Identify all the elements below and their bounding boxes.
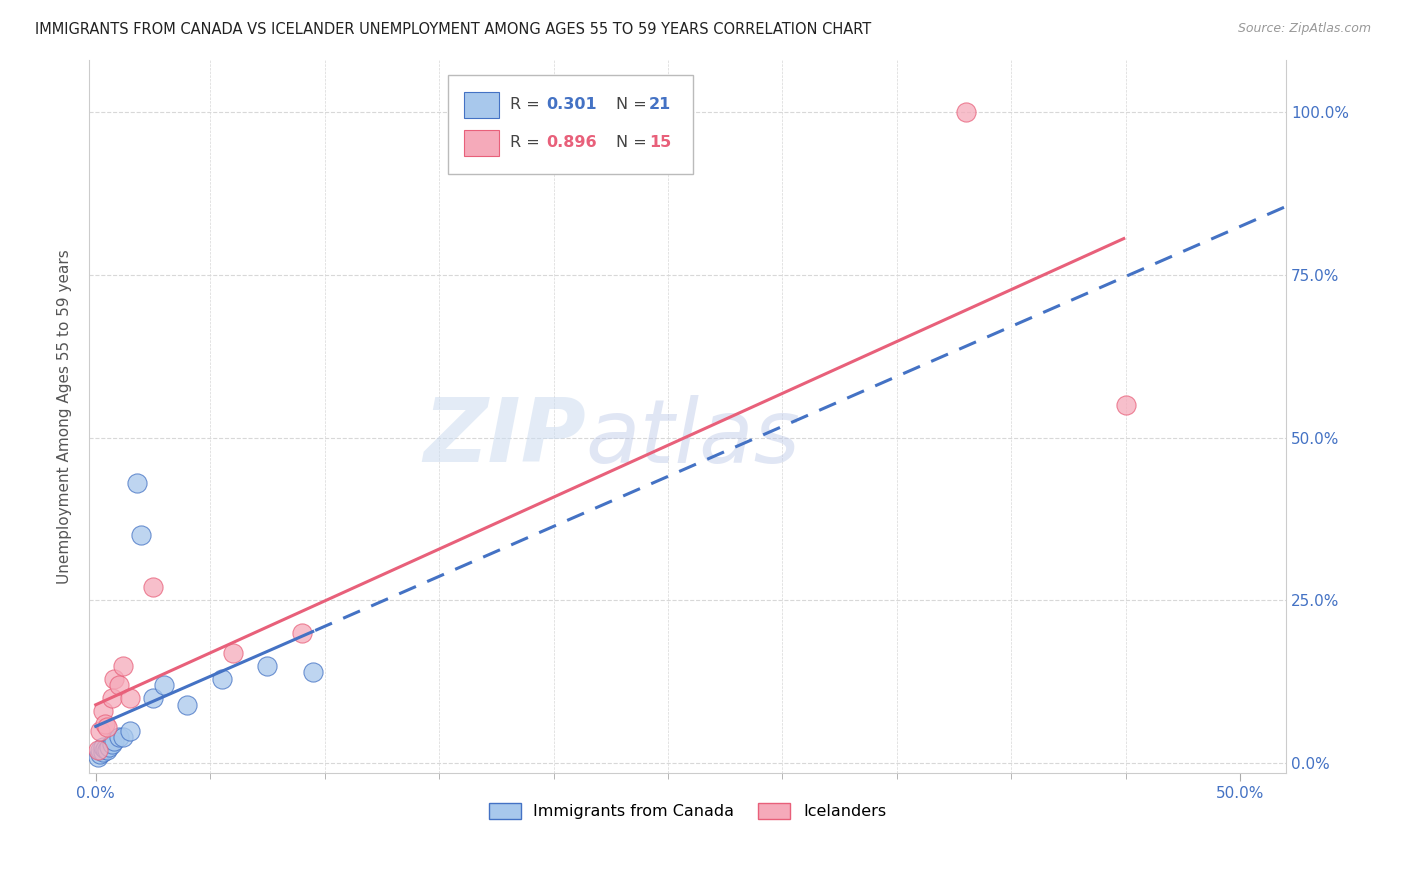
- Point: [211, 672, 233, 686]
- Point: [91, 704, 114, 718]
- Point: [955, 104, 977, 119]
- Point: [89, 747, 111, 761]
- Point: [153, 678, 176, 692]
- Point: [103, 733, 125, 747]
- Point: [100, 737, 122, 751]
- Point: [222, 646, 245, 660]
- Point: [89, 723, 111, 738]
- Point: [112, 731, 135, 745]
- Point: [94, 742, 117, 756]
- Text: 15: 15: [650, 135, 671, 150]
- Text: 21: 21: [650, 97, 671, 112]
- Text: R =: R =: [510, 135, 546, 150]
- Point: [118, 691, 141, 706]
- Legend: Immigrants from Canada, Icelanders: Immigrants from Canada, Icelanders: [482, 797, 893, 826]
- Point: [131, 528, 153, 542]
- Point: [87, 749, 110, 764]
- Point: [125, 476, 148, 491]
- Point: [107, 678, 129, 692]
- Point: [98, 739, 121, 754]
- Text: IMMIGRANTS FROM CANADA VS ICELANDER UNEMPLOYMENT AMONG AGES 55 TO 59 YEARS CORRE: IMMIGRANTS FROM CANADA VS ICELANDER UNEM…: [35, 22, 872, 37]
- Text: atlas: atlas: [586, 395, 800, 481]
- FancyBboxPatch shape: [449, 75, 693, 174]
- Y-axis label: Unemployment Among Ages 55 to 59 years: Unemployment Among Ages 55 to 59 years: [58, 249, 72, 583]
- Point: [96, 721, 118, 735]
- Point: [112, 658, 135, 673]
- Point: [291, 626, 314, 640]
- Point: [94, 717, 117, 731]
- Point: [91, 745, 114, 759]
- Point: [176, 698, 198, 712]
- Bar: [464, 130, 499, 156]
- Text: R =: R =: [510, 97, 546, 112]
- Text: 0.896: 0.896: [546, 135, 596, 150]
- Point: [1115, 398, 1137, 412]
- Point: [87, 743, 110, 757]
- Point: [100, 691, 122, 706]
- Point: [256, 658, 278, 673]
- Point: [96, 743, 118, 757]
- Point: [89, 743, 111, 757]
- Point: [107, 731, 129, 745]
- Text: Source: ZipAtlas.com: Source: ZipAtlas.com: [1237, 22, 1371, 36]
- Text: N =: N =: [616, 135, 651, 150]
- Point: [91, 739, 114, 754]
- Text: 0.301: 0.301: [546, 97, 596, 112]
- Point: [302, 665, 325, 679]
- Point: [142, 691, 165, 706]
- Bar: [464, 93, 499, 118]
- Text: ZIP: ZIP: [423, 394, 586, 482]
- Text: N =: N =: [616, 97, 651, 112]
- Point: [142, 581, 165, 595]
- Point: [118, 723, 141, 738]
- Point: [103, 672, 125, 686]
